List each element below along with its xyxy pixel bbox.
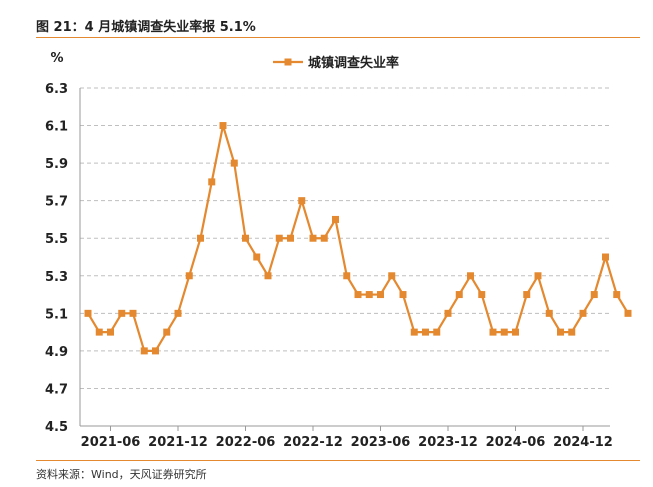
x-tick-label: 2022-12 [283, 435, 343, 450]
data-point [489, 328, 497, 336]
x-tick-label: 2023-12 [418, 435, 478, 450]
x-tick-label: 2024-12 [553, 435, 613, 450]
data-point [388, 272, 396, 280]
data-point [332, 215, 339, 223]
x-tick-label: 2021-12 [148, 435, 208, 450]
y-tick-label: 4.5 [45, 420, 68, 435]
y-tick-label: 5.1 [45, 307, 68, 322]
data-point [512, 328, 519, 336]
y-tick-label: 4.7 [45, 382, 68, 397]
y-tick-label: 5.3 [45, 270, 68, 285]
data-point [320, 234, 328, 242]
source-note: 资料来源：Wind，天风证券研究所 [36, 468, 207, 481]
data-point [152, 347, 159, 355]
legend: 城镇调查失业率 [273, 55, 399, 71]
data-point [602, 253, 609, 261]
y-tick-labels: 4.5 4.7 4.9 5.1 5.3 5.5 5.7 5.9 6.1 6.3 [45, 82, 68, 435]
data-point [433, 328, 441, 336]
axes [79, 88, 610, 431]
figure-title: 图 21：4 月城镇调查失业率报 5.1% [36, 20, 256, 35]
data-point [500, 328, 508, 336]
data-point [287, 234, 294, 242]
data-point [568, 328, 576, 336]
data-point [613, 291, 621, 299]
x-tick-label: 2021-06 [81, 435, 141, 450]
footer-divider [36, 460, 640, 461]
x-tick-labels: 2021-06 2021-12 2022-06 2022-12 2023-06 2023-… [81, 435, 613, 450]
y-tick-label: 5.5 [45, 232, 68, 247]
data-point [242, 234, 249, 242]
data-point [354, 291, 362, 299]
data-point [343, 272, 351, 280]
data-point [107, 328, 114, 336]
title-divider [36, 37, 640, 38]
x-tick-label: 2022-06 [216, 435, 276, 450]
series-layer [84, 122, 632, 355]
y-axis-unit: % [50, 51, 63, 66]
data-point [444, 309, 452, 317]
data-point [557, 328, 564, 336]
data-point [478, 291, 486, 299]
data-point [455, 291, 463, 299]
data-point [534, 272, 542, 280]
data-point [275, 234, 283, 242]
data-point [174, 309, 182, 317]
data-point [84, 309, 92, 317]
data-point [264, 272, 272, 280]
y-tick-label: 4.9 [45, 345, 68, 360]
legend-marker [284, 58, 292, 66]
data-point [365, 291, 373, 299]
data-point [197, 234, 204, 242]
data-point [590, 291, 598, 299]
data-point [163, 328, 171, 336]
data-point [523, 291, 531, 299]
data-point [140, 347, 148, 355]
data-point [410, 328, 418, 336]
data-point [118, 309, 126, 317]
data-point [208, 178, 216, 186]
legend-label: 城镇调查失业率 [308, 55, 399, 71]
x-tick-label: 2023-06 [351, 435, 411, 450]
data-point [185, 272, 193, 280]
data-point [230, 159, 238, 167]
data-point [545, 309, 553, 317]
data-point [298, 197, 306, 205]
data-point [129, 309, 137, 317]
data-point [422, 328, 429, 336]
data-point [309, 234, 317, 242]
y-tick-label: 6.1 [45, 120, 68, 135]
data-point [95, 328, 103, 336]
y-tick-label: 5.9 [45, 157, 68, 172]
data-point [399, 291, 407, 299]
x-tick-label: 2024-06 [486, 435, 546, 450]
data-point [377, 291, 384, 299]
data-point [624, 309, 632, 317]
data-point [579, 309, 587, 317]
data-point [219, 122, 227, 130]
data-point [253, 253, 261, 261]
y-tick-label: 6.3 [45, 82, 68, 97]
series-line [87, 124, 629, 352]
y-tick-label: 5.7 [45, 195, 68, 210]
data-point [467, 272, 474, 280]
